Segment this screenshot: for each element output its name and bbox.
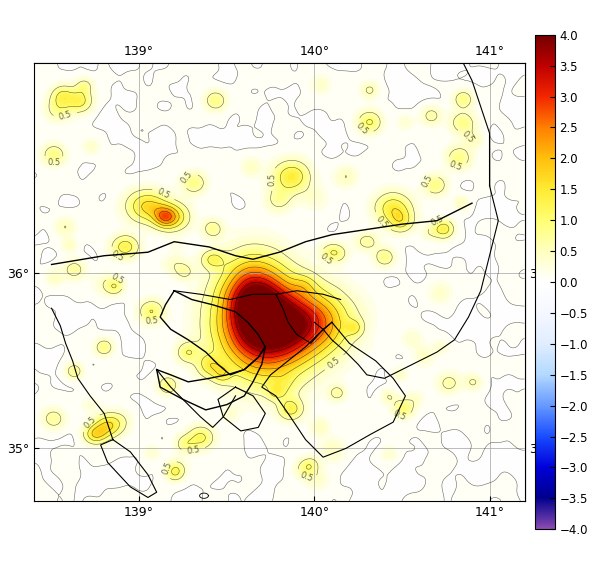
Text: 0.5: 0.5	[161, 460, 174, 476]
Text: 0.5: 0.5	[58, 109, 73, 122]
Text: 0.5: 0.5	[355, 121, 370, 137]
Text: 0.5: 0.5	[145, 316, 159, 326]
Text: 0.5: 0.5	[179, 170, 195, 185]
Text: 0.5: 0.5	[460, 129, 476, 145]
Text: 0.5: 0.5	[110, 272, 126, 286]
Text: 0.5: 0.5	[448, 159, 464, 172]
Text: 0.5: 0.5	[156, 187, 171, 201]
Text: 0.5: 0.5	[110, 249, 126, 263]
Text: 0.5: 0.5	[421, 174, 435, 189]
Text: 0.5: 0.5	[47, 158, 60, 167]
Text: 0.5: 0.5	[83, 414, 98, 430]
Text: 0.5: 0.5	[299, 471, 314, 484]
Text: 0.5: 0.5	[430, 214, 446, 229]
Text: 0.5: 0.5	[392, 408, 408, 422]
Text: 0.5: 0.5	[374, 214, 390, 230]
Text: 0.5: 0.5	[318, 251, 334, 266]
Text: 0.5: 0.5	[267, 172, 277, 186]
Text: 0.5: 0.5	[326, 355, 342, 370]
Text: 0.5: 0.5	[186, 445, 201, 456]
